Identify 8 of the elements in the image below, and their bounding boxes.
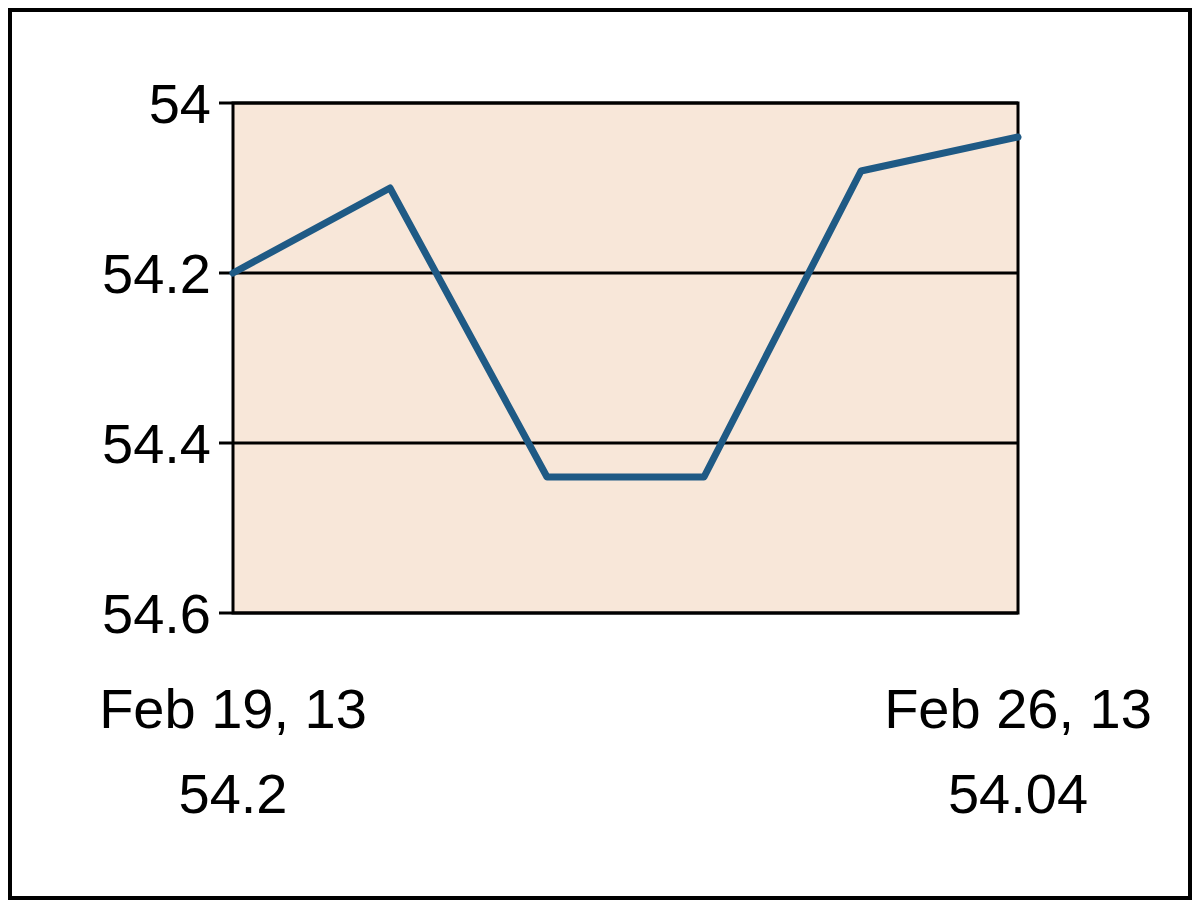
x-tick-label: Feb 19, 13 [99, 677, 367, 740]
y-tick-label: 54.4 [102, 411, 211, 475]
x-tick-label: Feb 26, 13 [884, 677, 1152, 740]
y-tick-label: 54 [148, 71, 211, 135]
data-label: 54.04 [947, 762, 1089, 825]
data-label: 54.2 [178, 762, 288, 825]
y-tick-label: 54.6 [102, 581, 211, 645]
y-tick-label: 54.2 [102, 241, 211, 305]
